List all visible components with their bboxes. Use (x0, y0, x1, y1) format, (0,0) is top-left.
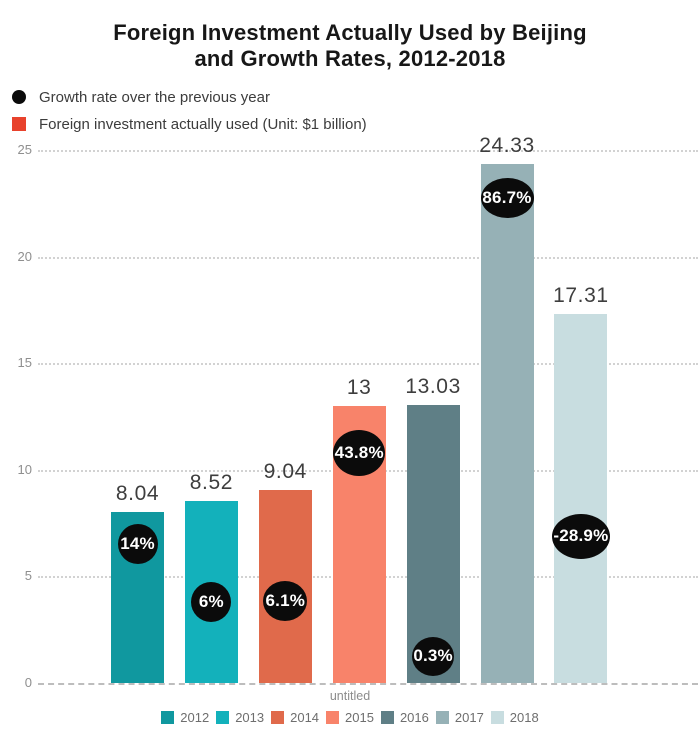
top-legend: Growth rate over the previous year Forei… (12, 88, 367, 142)
bar-value-2014: 9.04 (263, 460, 307, 484)
bar-2018 (554, 313, 608, 683)
legend-item-investment: Foreign investment actually used (Unit: … (12, 115, 367, 133)
legend-label-growth-rate: Growth rate over the previous year (39, 88, 270, 106)
y-axis-tick-20: 20 (17, 248, 32, 264)
title-line-2: and Growth Rates, 2012-2018 (194, 46, 506, 71)
legend-swatch-2018 (490, 711, 504, 724)
red-square-icon (12, 117, 26, 131)
bar-value-2012: 8.04 (115, 481, 160, 505)
bar-value-2016: 13.03 (405, 375, 461, 399)
growth-badge-2018: -28.9% (551, 513, 610, 559)
bottom-legend-item-2017: 2017 (435, 710, 484, 725)
growth-badge-2015: 43.8% (333, 430, 386, 476)
legend-swatch-2016 (380, 711, 394, 724)
y-axis-tick-25: 25 (17, 142, 32, 157)
growth-badge-2017: 86.7% (480, 178, 534, 218)
legend-year-2016: 2016 (399, 710, 429, 725)
bottom-legend-item-2013: 2013 (216, 710, 264, 725)
growth-badge-2016: 0.3% (412, 636, 455, 676)
legend-label-investment: Foreign investment actually used (Unit: … (39, 115, 367, 133)
gridline-y25 (38, 150, 698, 152)
y-axis-tick-5: 5 (24, 568, 32, 584)
gridline-y0 (38, 683, 698, 685)
legend-swatch-2014 (271, 711, 285, 724)
gridline-y20 (38, 256, 698, 259)
gridline-y15 (38, 363, 698, 366)
black-circle-icon (12, 90, 26, 104)
bar-value-2015: 13 (346, 375, 372, 399)
bottom-legend: 2012 2013 2014 2015 2016 2017 2018 (0, 710, 700, 725)
legend-year-2015: 2015 (345, 710, 374, 725)
bottom-legend-item-2012: 2012 (161, 710, 209, 725)
bar-value-2018: 17.31 (553, 283, 609, 307)
legend-year-2013: 2013 (235, 710, 265, 725)
legend-swatch-2015 (326, 711, 340, 724)
bar-value-2017: 24.33 (479, 134, 535, 158)
legend-swatch-2013 (216, 711, 230, 724)
y-axis-tick-0: 0 (24, 675, 32, 690)
bar-2017 (480, 164, 534, 683)
bar-value-2013: 8.52 (189, 471, 234, 495)
bottom-legend-item-2016: 2016 (380, 710, 429, 725)
legend-year-2017: 2017 (454, 710, 484, 725)
y-axis-tick-15: 15 (17, 355, 32, 371)
legend-year-2014: 2014 (290, 710, 320, 725)
x-axis-label: untitled (329, 689, 371, 703)
title-line-1: Foreign Investment Actually Used by Beij… (113, 20, 587, 45)
y-axis-tick-10: 10 (17, 461, 32, 477)
page-title: Foreign Investment Actually Used by Beij… (0, 20, 700, 72)
legend-year-2012: 2012 (180, 710, 210, 725)
bottom-legend-item-2018: 2018 (490, 710, 539, 725)
bottom-legend-item-2015: 2015 (326, 710, 374, 725)
legend-swatch-2012 (161, 711, 175, 724)
growth-badge-2014: 6.1% (263, 581, 308, 621)
growth-badge-2012: 14% (117, 524, 158, 564)
legend-year-2018: 2018 (509, 710, 539, 725)
growth-badge-2013: 6% (191, 582, 232, 622)
legend-swatch-2017 (435, 711, 449, 724)
legend-item-growth-rate: Growth rate over the previous year (12, 88, 367, 106)
bottom-legend-item-2014: 2014 (271, 710, 319, 725)
